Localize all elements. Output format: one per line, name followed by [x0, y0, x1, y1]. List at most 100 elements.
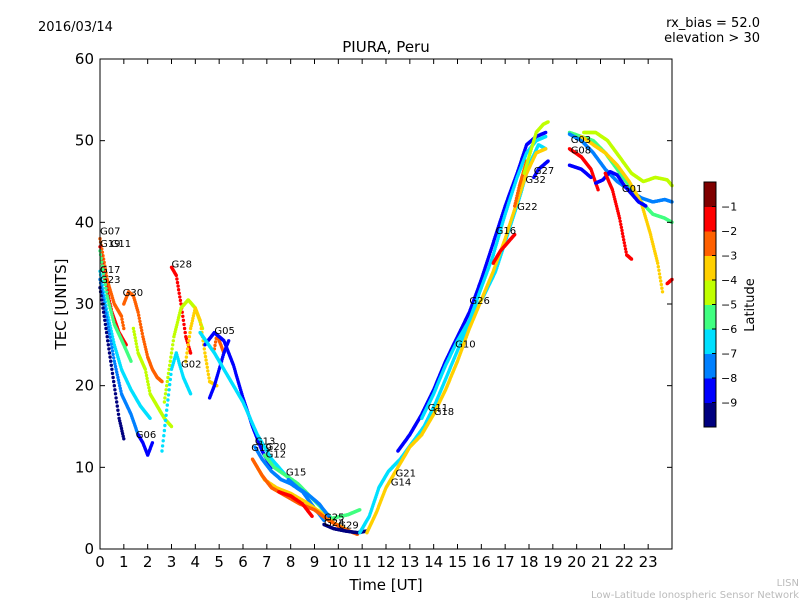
data-point — [146, 379, 150, 384]
data-point — [117, 416, 121, 420]
data-point — [187, 339, 191, 343]
data-point — [160, 444, 165, 448]
data-point — [162, 434, 166, 438]
series-G05d — [198, 330, 302, 490]
satellite-label: G08 — [571, 146, 591, 157]
series-G23 — [98, 277, 140, 437]
satellite-label: G16 — [496, 226, 516, 237]
data-point — [115, 370, 119, 374]
data-point — [134, 342, 138, 346]
data-point — [620, 228, 624, 233]
series-G06b — [136, 433, 155, 457]
data-point — [623, 247, 628, 251]
elevation-label: elevation > 30 — [664, 31, 760, 46]
data-point — [168, 382, 172, 387]
data-point — [160, 449, 164, 453]
data-point — [105, 318, 109, 322]
data-point — [623, 244, 627, 248]
chart-title: PIURA, Peru — [342, 38, 429, 56]
data-point — [110, 345, 114, 350]
data-point — [107, 347, 111, 351]
data-point — [619, 225, 624, 230]
series-G29 — [277, 490, 314, 518]
data-point — [160, 379, 164, 384]
data-point — [176, 284, 180, 288]
data-point — [129, 359, 133, 363]
data-point — [112, 356, 116, 360]
data-point — [544, 147, 548, 151]
data-point — [106, 339, 110, 343]
colorbar-segment — [704, 329, 716, 354]
data-point — [143, 367, 147, 371]
data-point — [168, 359, 172, 363]
data-point — [122, 326, 126, 331]
satellite-label: G03 — [571, 135, 591, 146]
data-point — [169, 372, 173, 377]
x-axis-label: Time [UT] — [348, 576, 422, 594]
data-point — [624, 250, 628, 254]
colorbar-tick-label: −5 — [721, 299, 737, 312]
colorbar-tick-label: −6 — [721, 323, 737, 336]
x-tick-label: 6 — [238, 553, 248, 571]
data-point — [101, 267, 105, 272]
data-point — [186, 343, 190, 347]
satellite-label: G23 — [100, 275, 120, 286]
data-point — [102, 314, 106, 318]
data-point — [109, 359, 113, 363]
satellite-label: G29 — [338, 521, 358, 532]
satellite-label: G22 — [517, 202, 537, 213]
data-point — [184, 355, 189, 359]
data-point — [118, 421, 123, 426]
data-point — [122, 437, 126, 441]
data-point — [110, 367, 114, 371]
data-point — [227, 339, 231, 343]
data-point — [101, 271, 106, 276]
data-point — [161, 439, 165, 443]
data-point — [660, 286, 664, 290]
data-point — [109, 363, 114, 367]
data-point — [660, 290, 665, 294]
data-point — [115, 400, 119, 404]
data-point — [139, 325, 143, 330]
data-point — [204, 358, 208, 362]
data-point — [106, 343, 111, 347]
y-tick-label: 60 — [75, 50, 94, 68]
series-G06 — [98, 286, 126, 441]
data-point — [166, 398, 170, 402]
data-point — [150, 441, 155, 445]
axes-layer: 0 1 2 3 4 5 6 7 8 9 10 11 12 13 14 15 16 17 18 19 20 21 22 2301… — [75, 50, 672, 571]
data-point — [167, 367, 171, 371]
data-point — [168, 363, 172, 367]
data-point — [622, 241, 626, 245]
data-point — [116, 378, 121, 382]
data-point — [166, 375, 170, 380]
colorbar-tick-label: −9 — [721, 397, 737, 410]
data-point — [116, 375, 120, 380]
data-point — [113, 362, 117, 366]
data-point — [171, 343, 175, 347]
satellite-label: G01 — [622, 184, 642, 195]
data-point — [619, 222, 623, 227]
data-point — [199, 322, 203, 327]
data-point — [121, 323, 125, 328]
data-point — [310, 514, 314, 518]
data-point — [176, 288, 181, 292]
data-point — [192, 311, 196, 315]
colorbar-segment — [704, 353, 716, 379]
data-point — [114, 396, 118, 400]
x-tick-label: 16 — [472, 553, 491, 571]
data-point — [116, 412, 121, 416]
x-tick-label: 22 — [615, 553, 634, 571]
data-point — [175, 280, 180, 285]
y-tick-label: 20 — [75, 377, 94, 395]
data-point — [120, 320, 125, 325]
data-point — [659, 279, 663, 283]
data-point — [131, 326, 136, 331]
data-point — [202, 347, 206, 351]
data-point — [178, 295, 182, 299]
data-point — [115, 404, 120, 408]
data-point — [185, 347, 190, 351]
data-point — [133, 336, 137, 340]
satellite-label: G15 — [286, 468, 306, 479]
data-point — [146, 382, 150, 387]
